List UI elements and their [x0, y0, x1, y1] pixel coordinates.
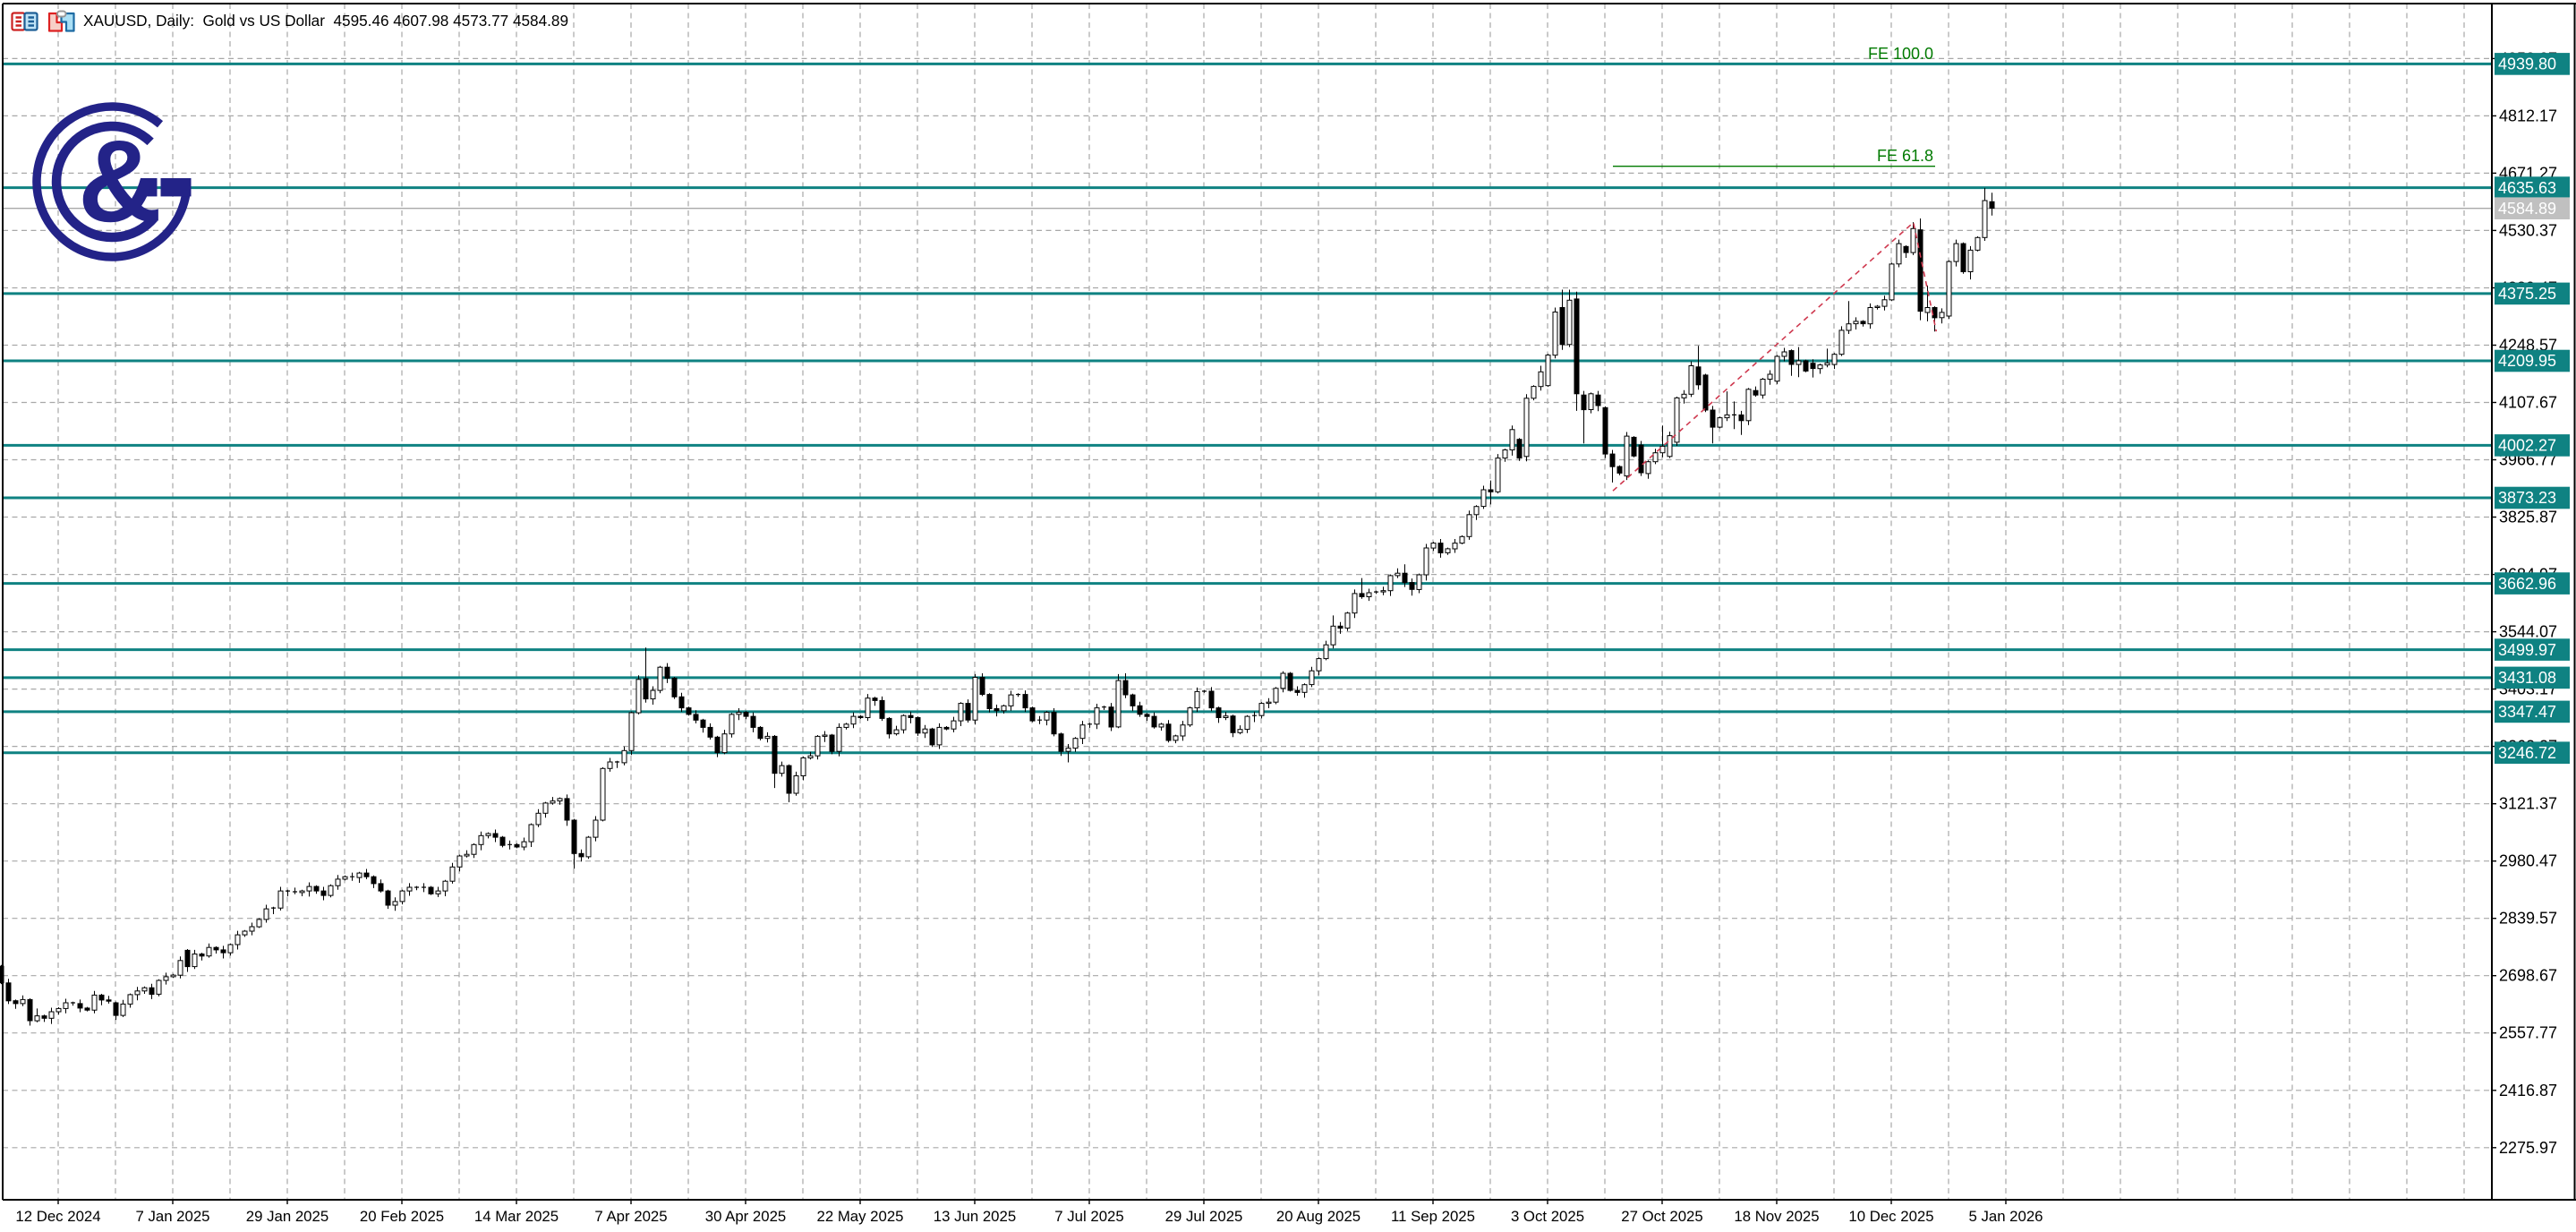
svg-text:5 Jan 2026: 5 Jan 2026: [1968, 1208, 2043, 1225]
svg-text:7 Jul 2025: 7 Jul 2025: [1054, 1208, 1123, 1225]
svg-text:3 Oct 2025: 3 Oct 2025: [1511, 1208, 1584, 1225]
svg-text:4209.95: 4209.95: [2498, 352, 2556, 370]
svg-text:7 Jan 2025: 7 Jan 2025: [135, 1208, 209, 1225]
svg-text:13 Jun 2025: 13 Jun 2025: [934, 1208, 1016, 1225]
svg-text:4002.27: 4002.27: [2498, 437, 2556, 455]
svg-text:7 Apr 2025: 7 Apr 2025: [594, 1208, 667, 1225]
svg-text:3431.08: 3431.08: [2498, 669, 2556, 687]
svg-text:29 Jan 2025: 29 Jan 2025: [246, 1208, 328, 1225]
svg-text:FE 100.0: FE 100.0: [1868, 45, 1933, 63]
svg-text:22 May 2025: 22 May 2025: [816, 1208, 903, 1225]
svg-text:2416.87: 2416.87: [2499, 1082, 2557, 1099]
svg-text:30 Apr 2025: 30 Apr 2025: [705, 1208, 787, 1225]
svg-text:2839.57: 2839.57: [2499, 910, 2557, 928]
svg-text:2557.77: 2557.77: [2499, 1024, 2557, 1042]
svg-text:4107.67: 4107.67: [2499, 394, 2557, 412]
svg-text:2275.97: 2275.97: [2499, 1139, 2557, 1157]
svg-text:14 Mar 2025: 14 Mar 2025: [474, 1208, 559, 1225]
svg-text:&: &: [78, 116, 162, 246]
svg-text:4635.63: 4635.63: [2498, 179, 2556, 197]
svg-text:20 Feb 2025: 20 Feb 2025: [360, 1208, 444, 1225]
svg-text:3246.72: 3246.72: [2498, 744, 2556, 762]
svg-text:18 Nov 2025: 18 Nov 2025: [1734, 1208, 1819, 1225]
svg-text:3873.23: 3873.23: [2498, 489, 2556, 507]
svg-text:27 Oct 2025: 27 Oct 2025: [1621, 1208, 1702, 1225]
svg-text:29 Jul 2025: 29 Jul 2025: [1165, 1208, 1243, 1225]
svg-text:12 Dec 2024: 12 Dec 2024: [15, 1208, 100, 1225]
svg-text:3121.37: 3121.37: [2499, 795, 2557, 813]
svg-text:20 Aug 2025: 20 Aug 2025: [1276, 1208, 1361, 1225]
svg-text:4248.57: 4248.57: [2499, 337, 2557, 355]
svg-text:2980.47: 2980.47: [2499, 852, 2557, 870]
svg-text:4584.89: 4584.89: [2498, 200, 2556, 218]
svg-text:2698.67: 2698.67: [2499, 967, 2557, 985]
svg-text:4375.25: 4375.25: [2498, 285, 2556, 303]
svg-text:XAUUSD, Daily: Gold vs US Dol: XAUUSD, Daily: Gold vs US Dollar 4595.46…: [83, 12, 568, 30]
svg-text:4530.37: 4530.37: [2499, 221, 2557, 239]
svg-text:3544.07: 3544.07: [2499, 623, 2557, 641]
svg-text:FE 61.8: FE 61.8: [1877, 147, 1933, 165]
svg-text:3347.47: 3347.47: [2498, 703, 2556, 721]
svg-text:10 Dec 2025: 10 Dec 2025: [1848, 1208, 1933, 1225]
svg-text:4939.80: 4939.80: [2498, 56, 2556, 73]
svg-text:4812.17: 4812.17: [2499, 107, 2557, 124]
svg-text:3825.87: 3825.87: [2499, 509, 2557, 526]
svg-text:3662.96: 3662.96: [2498, 575, 2556, 593]
svg-text:3499.97: 3499.97: [2498, 641, 2556, 659]
svg-text:11 Sep 2025: 11 Sep 2025: [1391, 1208, 1475, 1225]
